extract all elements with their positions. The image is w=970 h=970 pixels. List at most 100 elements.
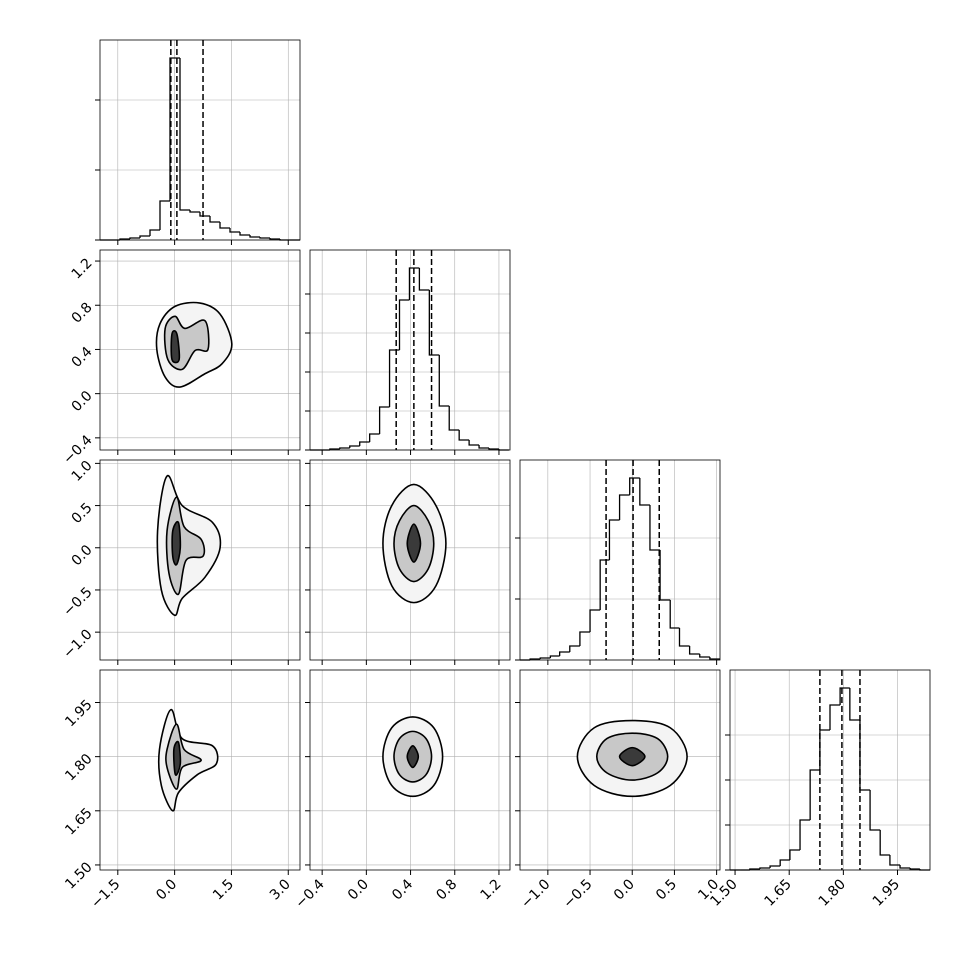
- y-tick-label: 0.0: [69, 388, 96, 415]
- histogram-step: [539, 657, 551, 659]
- histogram-step: [618, 494, 630, 520]
- x-tick-label: 0.5: [653, 876, 680, 903]
- contour: [406, 523, 422, 563]
- histogram-step: [709, 657, 720, 660]
- histogram-step: [219, 222, 230, 229]
- histogram-step: [249, 235, 260, 238]
- histogram-step: [458, 430, 470, 441]
- histogram-step: [549, 655, 560, 658]
- y-tick-label: 1.2: [69, 255, 96, 282]
- histogram-step: [639, 478, 650, 506]
- histogram-step: [359, 441, 370, 446]
- contour: [172, 740, 182, 776]
- histogram-step: [769, 865, 781, 868]
- x-tick-label: 0.0: [345, 876, 372, 903]
- y-tick-label: −1.0: [60, 626, 95, 661]
- contour: [406, 745, 420, 769]
- histogram-step: [789, 849, 801, 860]
- histogram-step: [139, 235, 150, 238]
- panel-frame: [99, 669, 301, 871]
- histogram-step: [629, 477, 640, 495]
- histogram-step: [859, 720, 871, 791]
- histogram-step: [819, 729, 830, 770]
- histogram-step: [189, 210, 200, 213]
- histogram-step: [428, 290, 440, 356]
- x-tick-label: −1.5: [88, 876, 123, 911]
- x-tick-label: 1.80: [816, 876, 849, 909]
- histogram-step: [398, 299, 410, 350]
- panel-frame: [309, 669, 511, 871]
- histogram-step: [608, 519, 620, 560]
- y-tick-label: 1.95: [62, 697, 95, 730]
- x-tick-label: 1.95: [870, 876, 903, 909]
- histogram-step: [438, 355, 450, 407]
- histogram-step: [229, 228, 240, 233]
- histogram-step: [339, 447, 350, 449]
- contour: [165, 496, 206, 596]
- histogram-step: [688, 646, 700, 655]
- histogram-step: [349, 445, 360, 448]
- x-tick-label: −0.4: [292, 876, 327, 911]
- histogram-step: [909, 868, 920, 870]
- histogram-step: [179, 58, 190, 211]
- histogram-step: [899, 865, 911, 869]
- y-tick-label: 1.80: [62, 751, 95, 784]
- y-tick-label: 0.4: [69, 344, 96, 371]
- histogram-step: [408, 267, 420, 300]
- histogram-step: [809, 769, 820, 820]
- x-tick-label: 0.0: [153, 876, 180, 903]
- histogram-step: [879, 830, 890, 856]
- histogram-step: [829, 704, 841, 730]
- histogram-step: [468, 440, 480, 446]
- panel-frame: [99, 249, 301, 451]
- histogram-step: [589, 609, 601, 632]
- histogram-step: [649, 505, 661, 551]
- x-tick-label: 0.0: [611, 876, 638, 903]
- histogram-step: [579, 631, 591, 646]
- panel-frame: [729, 669, 931, 871]
- y-tick-label: 0.8: [69, 300, 96, 327]
- y-tick-label: −0.4: [60, 432, 95, 467]
- contour: [618, 746, 646, 767]
- histogram-step: [849, 688, 860, 721]
- panel-frame: [309, 459, 511, 661]
- histogram-step: [378, 406, 390, 434]
- histogram-step: [889, 855, 901, 866]
- histogram-step: [369, 433, 380, 442]
- histogram-step: [559, 651, 570, 656]
- histogram-step: [129, 237, 140, 239]
- histogram-step: [199, 212, 210, 217]
- panel-frame: [519, 459, 721, 661]
- histogram-step: [839, 687, 850, 705]
- histogram-step: [599, 559, 610, 610]
- histogram-step: [418, 268, 430, 291]
- histogram-step: [269, 238, 280, 240]
- y-tick-label: 0.0: [69, 542, 96, 569]
- x-tick-label: −1.0: [518, 876, 553, 911]
- histogram-step: [448, 406, 460, 431]
- histogram-step: [659, 550, 671, 601]
- x-tick-label: 1.2: [478, 876, 505, 903]
- y-tick-label: 1.65: [62, 805, 95, 838]
- histogram-step: [799, 819, 811, 850]
- panel-frame: [99, 459, 301, 661]
- y-tick-label: 1.50: [62, 859, 95, 892]
- histogram-step: [569, 645, 580, 652]
- contour: [170, 330, 181, 364]
- contour: [171, 520, 182, 566]
- histogram-step: [478, 445, 490, 449]
- panel-frame: [309, 249, 511, 451]
- histogram-step: [869, 790, 881, 831]
- histogram-step: [669, 600, 680, 629]
- histogram-step: [759, 867, 771, 869]
- histogram-step: [779, 859, 790, 866]
- histogram-step: [488, 448, 499, 450]
- x-tick-label: 0.4: [389, 876, 416, 903]
- histogram-step: [239, 232, 250, 236]
- panel-frame: [519, 669, 721, 871]
- x-tick-label: 0.8: [433, 876, 460, 903]
- histogram-step: [259, 237, 270, 239]
- y-tick-label: −0.5: [60, 584, 95, 619]
